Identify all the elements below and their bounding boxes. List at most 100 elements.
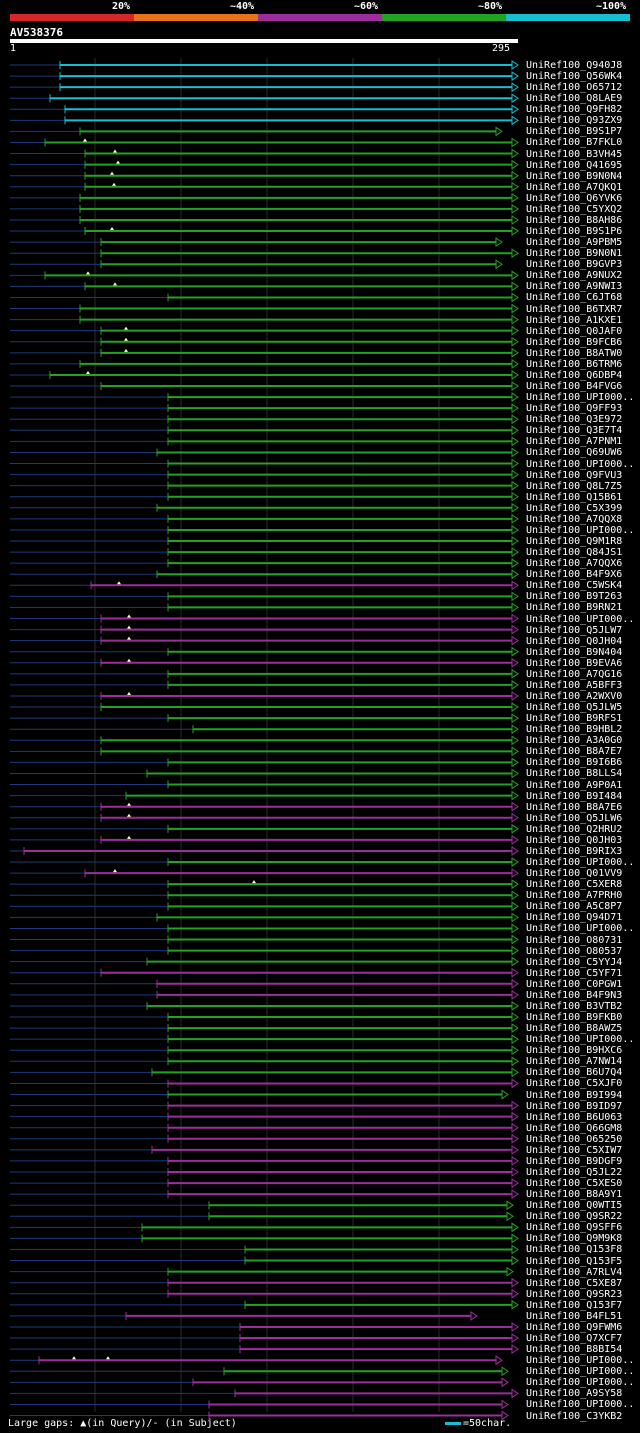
hit-label-36[interactable]: UniRef100_UPI000.. — [526, 458, 635, 470]
hit-label-91[interactable]: UniRef100_B6U7Q4 — [526, 1067, 623, 1079]
hit-label-20[interactable]: UniRef100_A9NWI3 — [526, 281, 623, 293]
hit-label-109[interactable]: UniRef100_A7RLV4 — [526, 1266, 623, 1278]
hit-label-106[interactable]: UniRef100_Q9M9K8 — [526, 1233, 623, 1245]
hit-label-52[interactable]: UniRef100_Q0JH04 — [526, 635, 623, 647]
hit-label-112[interactable]: UniRef100_Q153F7 — [526, 1299, 623, 1311]
hit-label-68[interactable]: UniRef100_Q5JLW6 — [526, 812, 623, 824]
hit-label-28[interactable]: UniRef100_Q6DBP4 — [526, 369, 623, 381]
hit-label-4[interactable]: UniRef100_Q9FH82 — [526, 104, 623, 116]
hit-label-107[interactable]: UniRef100_Q153F8 — [526, 1244, 623, 1256]
hit-label-89[interactable]: UniRef100_B9HXC6 — [526, 1045, 623, 1057]
hit-label-18[interactable]: UniRef100_B9GVP3 — [526, 259, 623, 271]
hit-label-44[interactable]: UniRef100_Q84JS1 — [526, 547, 623, 559]
hit-label-108[interactable]: UniRef100_Q153F5 — [526, 1255, 623, 1267]
hit-label-57[interactable]: UniRef100_A2WXV0 — [526, 690, 623, 702]
hit-label-84[interactable]: UniRef100_B4F9N3 — [526, 989, 623, 1001]
hit-label-12[interactable]: UniRef100_Q6YVK6 — [526, 192, 623, 204]
hit-label-34[interactable]: UniRef100_A7PNM1 — [526, 436, 623, 448]
hit-label-71[interactable]: UniRef100_B9RIX3 — [526, 845, 623, 857]
hit-label-73[interactable]: UniRef100_Q01VV9 — [526, 868, 623, 880]
hit-label-60[interactable]: UniRef100_B9HBL2 — [526, 724, 623, 736]
hit-label-83[interactable]: UniRef100_C0PGW1 — [526, 978, 623, 990]
hit-label-19[interactable]: UniRef100_A9NUX2 — [526, 270, 623, 282]
hit-label-61[interactable]: UniRef100_A3A0G0 — [526, 735, 623, 747]
hit-label-101[interactable]: UniRef100_C5XES0 — [526, 1178, 623, 1190]
hit-label-16[interactable]: UniRef100_A9PBM5 — [526, 237, 623, 249]
hit-label-120[interactable]: UniRef100_A9SY58 — [526, 1388, 623, 1400]
hit-label-96[interactable]: UniRef100_Q66GM8 — [526, 1122, 623, 1134]
hit-label-10[interactable]: UniRef100_B9N0N4 — [526, 170, 623, 182]
hit-label-117[interactable]: UniRef100_UPI000.. — [526, 1355, 635, 1367]
hit-label-100[interactable]: UniRef100_Q5JL22 — [526, 1167, 623, 1178]
hit-label-11[interactable]: UniRef100_A7QKQ1 — [526, 181, 623, 193]
hit-label-23[interactable]: UniRef100_A1KXE1 — [526, 314, 623, 326]
hit-label-76[interactable]: UniRef100_A5C8P7 — [526, 901, 623, 913]
hit-label-51[interactable]: UniRef100_Q5JLW7 — [526, 624, 623, 636]
hit-label-0[interactable]: UniRef100_Q940J8 — [526, 60, 623, 71]
hit-label-22[interactable]: UniRef100_B6TXR7 — [526, 303, 623, 315]
hit-label-111[interactable]: UniRef100_Q9SR23 — [526, 1288, 623, 1300]
hit-label-1[interactable]: UniRef100_Q56WK4 — [526, 71, 623, 83]
hit-label-47[interactable]: UniRef100_C5WSK4 — [526, 580, 623, 592]
hit-label-30[interactable]: UniRef100_UPI000.. — [526, 392, 635, 404]
hit-label-104[interactable]: UniRef100_Q9SR22 — [526, 1211, 623, 1223]
hit-label-88[interactable]: UniRef100_UPI000.. — [526, 1034, 635, 1046]
hit-label-95[interactable]: UniRef100_B6U063 — [526, 1111, 623, 1123]
hit-label-17[interactable]: UniRef100_B9N0N1 — [526, 248, 623, 260]
hit-label-6[interactable]: UniRef100_B9S1P7 — [526, 126, 623, 138]
hit-label-74[interactable]: UniRef100_C5XER8 — [526, 879, 623, 891]
hit-label-105[interactable]: UniRef100_Q9SFF6 — [526, 1222, 623, 1234]
hit-label-82[interactable]: UniRef100_C5YF71 — [526, 967, 623, 979]
hit-label-54[interactable]: UniRef100_B9EVA6 — [526, 657, 623, 669]
hit-label-80[interactable]: UniRef100_O80537 — [526, 945, 623, 957]
hit-label-67[interactable]: UniRef100_B8A7E6 — [526, 801, 623, 813]
hit-label-75[interactable]: UniRef100_A7PRH0 — [526, 890, 623, 902]
hit-label-97[interactable]: UniRef100_O65250 — [526, 1133, 623, 1145]
hit-label-29[interactable]: UniRef100_B4FVG6 — [526, 381, 623, 393]
hit-label-119[interactable]: UniRef100_UPI000.. — [526, 1377, 635, 1389]
hit-label-113[interactable]: UniRef100_B4FL51 — [526, 1310, 623, 1322]
hit-label-15[interactable]: UniRef100_B9S1P6 — [526, 226, 623, 238]
hit-label-70[interactable]: UniRef100_Q0JH03 — [526, 834, 623, 846]
hit-label-81[interactable]: UniRef100_C5YYJ4 — [526, 956, 623, 968]
hit-label-13[interactable]: UniRef100_C5YXQ2 — [526, 203, 623, 215]
hit-label-3[interactable]: UniRef100_Q8LAE9 — [526, 93, 623, 105]
hit-label-118[interactable]: UniRef100_UPI000.. — [526, 1366, 635, 1378]
hit-label-59[interactable]: UniRef100_B9RFS1 — [526, 713, 623, 725]
hit-label-56[interactable]: UniRef100_A5BFF3 — [526, 679, 623, 691]
hit-label-103[interactable]: UniRef100_Q0WTI5 — [526, 1200, 623, 1212]
hit-label-42[interactable]: UniRef100_UPI000.. — [526, 524, 635, 536]
hit-label-93[interactable]: UniRef100_B9I994 — [526, 1089, 623, 1101]
hit-label-38[interactable]: UniRef100_Q8L7Z5 — [526, 480, 623, 492]
hit-label-99[interactable]: UniRef100_B9DGF9 — [526, 1155, 623, 1167]
hit-label-87[interactable]: UniRef100_B8AWZ5 — [526, 1023, 623, 1035]
hit-label-21[interactable]: UniRef100_C6JT68 — [526, 292, 623, 304]
hit-label-37[interactable]: UniRef100_Q9FVU3 — [526, 469, 623, 481]
hit-label-50[interactable]: UniRef100_UPI000.. — [526, 613, 635, 625]
hit-label-55[interactable]: UniRef100_A7QG16 — [526, 668, 623, 680]
hit-label-49[interactable]: UniRef100_B9RN21 — [526, 602, 623, 614]
hit-label-77[interactable]: UniRef100_Q94D71 — [526, 912, 623, 924]
hit-label-46[interactable]: UniRef100_B4F9X6 — [526, 569, 623, 581]
hit-label-25[interactable]: UniRef100_B9FCB6 — [526, 336, 623, 348]
hit-label-8[interactable]: UniRef100_B3VH45 — [526, 148, 623, 160]
hit-label-2[interactable]: UniRef100_O65712 — [526, 82, 623, 94]
hit-label-65[interactable]: UniRef100_A9P0A1 — [526, 779, 623, 791]
hit-label-90[interactable]: UniRef100_A7NW14 — [526, 1056, 623, 1068]
hit-label-43[interactable]: UniRef100_Q9M1R8 — [526, 536, 623, 547]
hit-label-78[interactable]: UniRef100_UPI000.. — [526, 923, 635, 935]
hit-label-62[interactable]: UniRef100_B8A7E7 — [526, 746, 623, 758]
hit-label-45[interactable]: UniRef100_A7QQX6 — [526, 558, 623, 570]
hit-label-72[interactable]: UniRef100_UPI000.. — [526, 857, 635, 869]
hit-label-122[interactable]: UniRef100_C3YKB2 — [526, 1410, 623, 1422]
hit-label-114[interactable]: UniRef100_Q9FWM6 — [526, 1321, 623, 1333]
hit-label-39[interactable]: UniRef100_Q15B61 — [526, 491, 623, 503]
hit-label-58[interactable]: UniRef100_Q5JLW5 — [526, 702, 623, 714]
hit-label-31[interactable]: UniRef100_Q9FF93 — [526, 403, 623, 415]
hit-label-66[interactable]: UniRef100_B9I484 — [526, 790, 623, 802]
hit-label-41[interactable]: UniRef100_A7QQX8 — [526, 513, 623, 525]
hit-label-94[interactable]: UniRef100_B9ID97 — [526, 1100, 623, 1112]
hit-label-92[interactable]: UniRef100_C5XJF0 — [526, 1078, 623, 1090]
hit-label-53[interactable]: UniRef100_B9N404 — [526, 646, 623, 658]
hit-label-79[interactable]: UniRef100_O80731 — [526, 934, 623, 946]
